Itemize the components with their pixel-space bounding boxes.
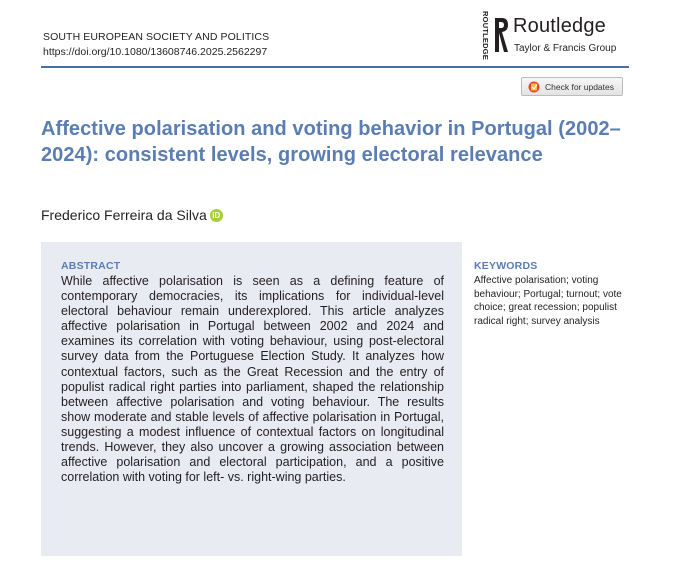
doi-link[interactable]: https://doi.org/10.1080/13608746.2025.25… bbox=[43, 46, 268, 58]
author-name[interactable]: Frederico Ferreira da Silva bbox=[41, 207, 207, 223]
crossmark-icon bbox=[528, 81, 540, 92]
journal-name: SOUTH EUROPEAN SOCIETY AND POLITICS bbox=[43, 31, 270, 43]
publisher-vertical-text: ROUTLEDGE bbox=[480, 10, 490, 60]
check-for-updates-label: Check for updates bbox=[545, 81, 614, 92]
keywords-heading: KEYWORDS bbox=[474, 260, 538, 272]
publisher-subtitle: Taylor & Francis Group bbox=[514, 43, 617, 54]
article-title: Affective polarisation and voting behavi… bbox=[41, 118, 621, 166]
abstract-heading: ABSTRACT bbox=[61, 260, 121, 272]
orcid-icon[interactable]: iD bbox=[209, 208, 223, 222]
author-line: Frederico Ferreira da Silva iD bbox=[41, 207, 223, 223]
abstract-box bbox=[41, 242, 462, 556]
keywords-text: Affective polarisation; voting behaviour… bbox=[474, 275, 622, 328]
abstract-text: While affective polarisation is seen as … bbox=[61, 274, 444, 485]
check-for-updates-button[interactable]: Check for updates bbox=[521, 77, 623, 96]
publisher-name: Routledge bbox=[513, 15, 606, 37]
publisher-logo[interactable]: ROUTLEDGE Routledge Taylor & Francis Gro… bbox=[479, 10, 629, 60]
header-rule bbox=[41, 66, 629, 68]
routledge-r-icon bbox=[495, 18, 508, 52]
